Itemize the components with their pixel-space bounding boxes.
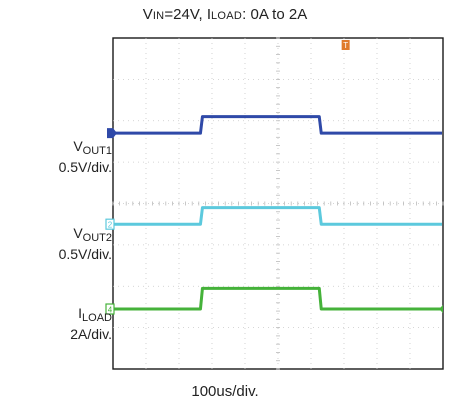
iload-end-marker [439, 305, 443, 314]
scope-grid [112, 37, 444, 370]
channel-marker-number: 4 [108, 306, 113, 315]
vout2-scale: 0.5V/div. [58, 246, 112, 262]
vout2-marker: 2 [105, 218, 115, 230]
trigger-marker: T [341, 40, 350, 50]
channel-marker-number: 2 [108, 221, 113, 230]
chart-title: VIN=24V, ILOAD: 0A to 2A [142, 6, 308, 23]
trigger-marker-text: T [343, 41, 348, 50]
vout1-marker [107, 128, 117, 139]
vout2-trace [114, 206, 442, 226]
vout1-scale: 0.5V/div. [58, 159, 112, 175]
iload-label: ILOAD 2A/div. [70, 305, 112, 342]
time-scale-label: 100us/div. [191, 383, 259, 400]
vout1-trace [114, 115, 442, 135]
vout1-label: VOUT1 0.5V/div. [58, 138, 112, 175]
iload-trace [114, 286, 442, 311]
scope-traces [114, 115, 442, 311]
iload-marker: 4 [105, 303, 115, 315]
channel-markers: 2 4 T [105, 40, 443, 315]
vout2-label: VOUT2 0.5V/div. [58, 225, 112, 262]
iload-scale: 2A/div. [70, 326, 112, 342]
